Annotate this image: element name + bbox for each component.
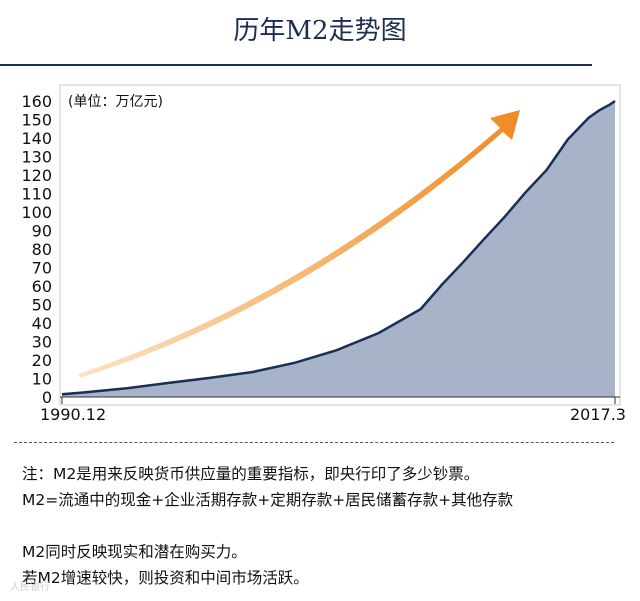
y-tick-label: 100 <box>21 203 52 222</box>
y-tick-label: 140 <box>21 129 52 148</box>
note-line-4: 若M2增速较快，则投资和中间市场活跃。 <box>22 569 309 587</box>
note-line-3: M2同时反映现实和潜在购买力。 <box>22 543 247 561</box>
watermark: 人民银行 <box>10 582 50 593</box>
y-tick-label: 30 <box>32 333 52 352</box>
x-start-label: 1990.12 <box>40 405 106 424</box>
x-end-label: 2017.3 <box>570 405 626 424</box>
m2-area <box>62 101 615 397</box>
y-tick-label: 80 <box>32 240 52 259</box>
m2-chart: 0102030405060708090100110120130140150160… <box>21 84 626 424</box>
y-tick-label: 60 <box>32 277 52 296</box>
notes-divider <box>14 442 614 443</box>
y-tick-label: 40 <box>32 314 52 333</box>
title-divider <box>0 64 592 66</box>
y-tick-label: 50 <box>32 296 52 315</box>
y-tick-label: 20 <box>32 351 52 370</box>
unit-label: (单位：万亿元) <box>68 94 163 110</box>
y-tick-label: 0 <box>42 388 52 407</box>
chart-title: 历年M2走势图 <box>233 16 407 46</box>
y-tick-label: 90 <box>32 222 52 241</box>
y-tick-label: 150 <box>21 111 52 130</box>
y-tick-label: 130 <box>21 148 52 167</box>
y-tick-label: 120 <box>21 166 52 185</box>
y-tick-label: 110 <box>21 185 52 204</box>
m2-line <box>61 99 616 396</box>
note-line-1: 注：M2是用来反映货币供应量的重要指标，即央行印了多少钞票。 <box>22 465 480 483</box>
y-tick-label: 70 <box>32 259 52 278</box>
y-tick-label: 160 <box>21 92 52 111</box>
note-line-2: M2=流通中的现金+企业活期存款+定期存款+居民储蓄存款+其他存款 <box>22 491 514 509</box>
plot-frame <box>59 84 621 406</box>
y-tick-label: 10 <box>32 370 52 389</box>
